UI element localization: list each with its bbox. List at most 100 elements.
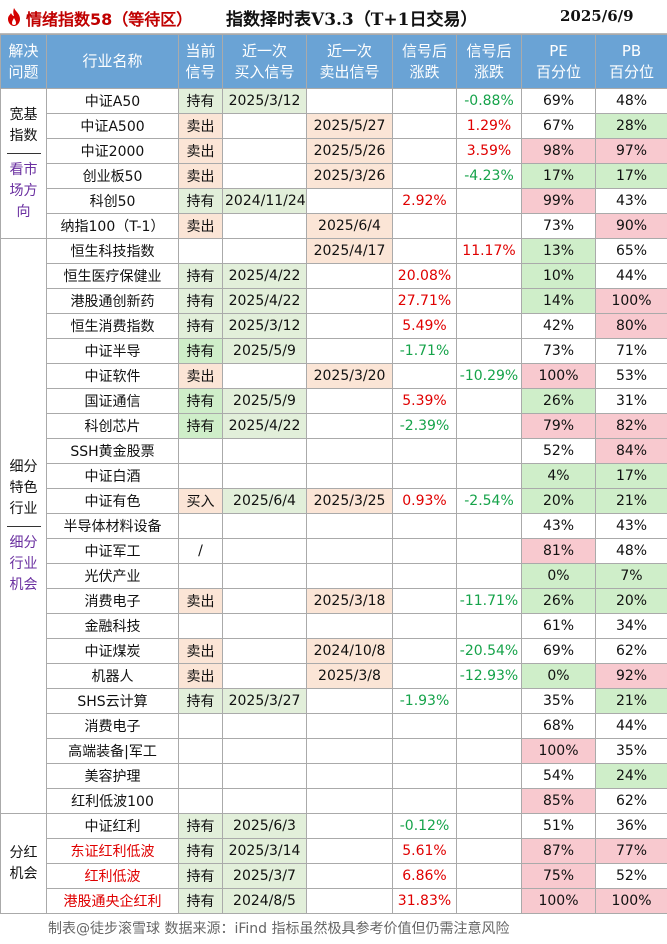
change-after-sell [456,313,522,339]
change-after-buy [392,663,457,689]
buy-date [222,363,307,389]
pb-percentile: 20% [595,588,667,614]
pe-percentile: 20% [521,488,596,514]
sell-date [306,888,393,914]
buy-date: 2025/5/9 [222,338,307,364]
category-cell: 分红 机会 [0,813,47,914]
pb-percentile: 44% [595,713,667,739]
pe-percentile: 98% [521,138,596,164]
pb-percentile: 17% [595,163,667,189]
index-name: 机器人 [46,663,179,689]
change-after-buy: 5.49% [392,313,457,339]
pb-percentile: 21% [595,688,667,714]
change-after-buy [392,538,457,564]
pe-percentile: 85% [521,788,596,814]
table-row: 港股通创新药 持有 2025/4/22 27.71% 14% 100% [1,288,667,314]
buy-date [222,513,307,539]
sell-date [306,513,393,539]
index-name: 红利低波100 [46,788,179,814]
change-after-buy: 2.92% [392,188,457,214]
buy-date: 2025/4/22 [222,263,307,289]
pb-percentile: 34% [595,613,667,639]
table-row: 纳指100（T-1） 卖出 2025/6/4 73% 90% [1,213,667,239]
pb-percentile: 21% [595,488,667,514]
table-row: 中证有色 买入 2025/6/4 2025/3/25 0.93% -2.54% 20% 21% [1,488,667,514]
index-name: 中证军工 [46,538,179,564]
sell-date [306,763,393,789]
signal-cell [178,788,223,814]
table-row: 中证军工/ 81% 48% [1,538,667,564]
buy-date [222,438,307,464]
change-after-sell: 3.59% [456,138,522,164]
index-name: 恒生消费指数 [46,313,179,339]
signal-cell [178,713,223,739]
change-after-sell [456,763,522,789]
table-row: 中证A500 卖出 2025/5/27 1.29% 67% 28% [1,113,667,139]
pe-percentile: 99% [521,188,596,214]
change-after-buy [392,113,457,139]
buy-date [222,788,307,814]
table-row: 中证软件 卖出 2025/3/20 -10.29% 100% 53% [1,363,667,389]
pe-percentile: 4% [521,463,596,489]
index-name: 中证煤炭 [46,638,179,664]
col-header-name: 行业名称 [46,34,179,89]
change-after-buy: -2.39% [392,413,457,439]
index-name: SSH黄金股票 [46,438,179,464]
col-header-signal: 当前 信号 [178,34,223,89]
signal-cell [178,563,223,589]
change-after-buy: 6.86% [392,863,457,889]
table-row: 消费电子 68% 44% [1,713,667,739]
table-row: 中证半导 持有 2025/5/9 -1.71% 73% 71% [1,338,667,364]
change-after-sell: -4.23% [456,163,522,189]
pe-percentile: 69% [521,638,596,664]
index-name: 红利低波 [46,863,179,889]
index-name: 消费电子 [46,588,179,614]
buy-date: 2025/3/12 [222,88,307,114]
table-row: 金融科技 61% 34% [1,613,667,639]
signal-cell: 持有 [178,813,223,839]
signal-cell [178,463,223,489]
change-after-buy [392,438,457,464]
table-row: 光伏产业 0% 7% [1,563,667,589]
change-after-buy [392,138,457,164]
pe-percentile: 13% [521,238,596,264]
pe-percentile: 35% [521,688,596,714]
signal-cell: 卖出 [178,363,223,389]
index-name: 中证软件 [46,363,179,389]
pb-percentile: 44% [595,263,667,289]
pb-percentile: 90% [595,213,667,239]
change-after-buy [392,738,457,764]
change-after-buy [392,763,457,789]
change-after-sell [456,813,522,839]
pe-percentile: 100% [521,363,596,389]
pe-percentile: 26% [521,588,596,614]
table-row: 中证煤炭 卖出 2024/10/8 -20.54% 69% 62% [1,638,667,664]
table-row: 高端装备|军工 100% 35% [1,738,667,764]
sell-date: 2025/3/8 [306,663,393,689]
index-name: 科创50 [46,188,179,214]
category-cell: 宽基 指数 看市 场方向 [0,88,47,239]
change-after-buy [392,713,457,739]
buy-date [222,563,307,589]
pe-percentile: 52% [521,438,596,464]
buy-date [222,238,307,264]
index-name: 中证有色 [46,488,179,514]
sell-date [306,538,393,564]
buy-date: 2025/3/27 [222,688,307,714]
table-row: 科创50 持有 2024/11/24 2.92% 99% 43% [1,188,667,214]
index-name: 东证红利低波 [46,838,179,864]
pb-percentile: 77% [595,838,667,864]
table-row: 创业板50 卖出 2025/3/26 -4.23% 17% 17% [1,163,667,189]
pb-percentile: 28% [595,113,667,139]
change-after-buy [392,613,457,639]
col-header-problem: 解决 问题 [0,34,47,89]
pb-percentile: 92% [595,663,667,689]
signal-cell: / [178,538,223,564]
change-after-sell: -12.93% [456,663,522,689]
pb-percentile: 84% [595,438,667,464]
pe-percentile: 26% [521,388,596,414]
sell-date [306,413,393,439]
change-after-buy [392,213,457,239]
sell-date: 2025/3/26 [306,163,393,189]
change-after-sell [456,388,522,414]
